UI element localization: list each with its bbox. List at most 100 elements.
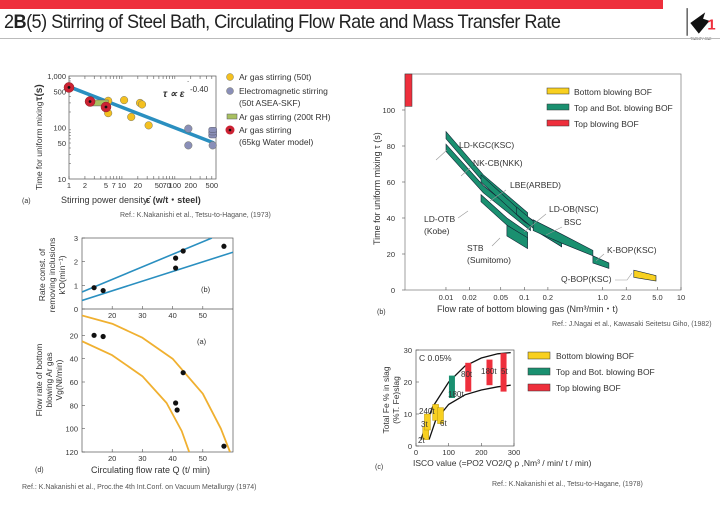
chart-b-leader-line (615, 272, 633, 281)
chart-b-band-stb-sumitomo- (506, 224, 528, 250)
chart-c-bar-label: 180t (481, 367, 497, 376)
chart-c-bar-label: 3t (421, 420, 428, 429)
chart-d-top-ytick-label: 3 (74, 234, 78, 243)
chart-a-point-em (184, 124, 193, 133)
chart-b-band-label: Q-BOP(KSC) (561, 274, 612, 284)
chart-d-top-point (221, 243, 227, 249)
chart-b-band-nk-cb-nkk- (445, 143, 531, 232)
legend-a-label: Ar gas stirring (239, 125, 292, 135)
chart-c-ylabel: (%T. Fe)slag (391, 376, 401, 424)
chart-c-xtick-label: 100 (442, 448, 455, 457)
chart-b-ytick-label: 100 (382, 106, 395, 115)
chart-c-bar-label: 2t (418, 436, 425, 445)
chart-a-xtick-label: 100 (169, 181, 182, 190)
chart-d-bot-point (174, 407, 180, 413)
chart-d-frame (81, 237, 234, 453)
chart-d-bot-point (100, 333, 106, 340)
reference-d: Ref.: K.Nakanishi et al., Proc.the 4th I… (22, 484, 257, 491)
page-title: 2B(5) Stirring of Steel Bath, Circulatin… (4, 11, 561, 34)
chart-c-panel-label: (c) (375, 464, 383, 471)
chart-a-xtick-label: 1 (67, 181, 71, 190)
chart-c-bar-label: 240t (419, 407, 435, 416)
reference-c: Ref.: K.Nakanishi et al., Tetsu-to-Hagan… (492, 481, 643, 488)
chart-d-top-point (180, 248, 186, 254)
chart-c-bar-top (486, 359, 493, 386)
chart-d-bot-curve (82, 314, 231, 452)
chart-b-band-label: (Sumitomo) (467, 255, 511, 265)
chart-d-bot-xtick-label: 30 (138, 454, 146, 463)
legend-c-label: Top blowing BOF (556, 383, 621, 393)
chart-d-top-point (91, 285, 97, 291)
legend-c-swatch (527, 383, 551, 392)
chart-a-ytick-label: 100 (53, 124, 66, 133)
chart-a-point-em (184, 141, 193, 150)
chart-b-leader-line (457, 210, 469, 219)
chart-b-leader-line (491, 237, 501, 247)
chart-b-band-label: LD-KGC(KSC) (459, 140, 514, 150)
chart-a-ytick-label: 10 (58, 175, 66, 184)
chart-a-xtick-label: 5 (104, 181, 108, 190)
legend-b-label: Top and Bot. blowing BOF (574, 103, 673, 113)
header-accent-bar (0, 0, 663, 9)
legend-a-label: Electromagnetic stirring (239, 86, 328, 96)
chart-d-mid-xtick-label: 30 (138, 311, 146, 320)
chart-d-top-point (100, 287, 106, 294)
chart-b-band-label: LD-OTB (424, 214, 456, 224)
chart-d-bot-ytick-label: 40 (70, 355, 78, 364)
chart-c-xtick-label: 200 (475, 448, 488, 457)
chart-d-bot-point (173, 400, 179, 406)
chart-c-bar-combined (448, 375, 455, 398)
chart-a-xtick-label: 200 (184, 181, 197, 190)
title-section: B (13, 11, 27, 33)
chart-a-point-ar50t (144, 121, 153, 130)
chart-b-band-label: STB (467, 243, 484, 253)
chart-b-xtick-label: 0.05 (493, 293, 508, 302)
chart-d-bot-ylabel: Vg(Nℓ/min) (54, 359, 64, 400)
chart-d-figure-label: (d) (35, 467, 44, 474)
chart-b-xtick-label: 0.2 (543, 293, 553, 302)
legend-b-swatch (546, 87, 570, 95)
chart-b-leader-line (435, 149, 448, 161)
legend-a-label: Ar gas stirring (200t RH) (239, 112, 331, 122)
chart-d-top-point (173, 255, 179, 261)
chart-d-xlabel: Circulating flow rate Q (t/ min) (91, 465, 210, 475)
chart-d-bot-xtick-label: 40 (168, 454, 176, 463)
chart-c-bar-top (500, 353, 507, 392)
chart-d-bot-xtick-label: 50 (199, 454, 207, 463)
chart-b-leader-line (595, 253, 605, 262)
legend-a-marker-center (228, 128, 232, 132)
chart-d-top-ytick-label: 1 (74, 281, 78, 290)
legend-c-swatch (527, 367, 551, 376)
chart-c-ytick-label: 0 (408, 442, 412, 451)
chart-d-bot-ytick-label: 120 (65, 448, 78, 457)
chart-a-panel-label: (a) (22, 198, 31, 205)
chart-b-xtick-label: 2.0 (621, 293, 631, 302)
chart-d-bot-point (180, 370, 186, 376)
chart-c-ytick-label: 10 (404, 410, 412, 419)
legend-b-swatch (546, 119, 570, 127)
chart-b-ytick-label: 0 (391, 286, 395, 295)
title-text: Stirring of Steel Bath, Circulating Flow… (51, 11, 561, 33)
chart-c-bar-label: 80t (461, 370, 473, 379)
chart-a-xtick-label: 50 (155, 181, 163, 190)
chart-d-top-fit-line (82, 238, 213, 293)
chart-c-bar-top (465, 362, 472, 392)
chart-b-band-k-bop-ksc- (592, 255, 610, 269)
reference-a: Ref.: K.Nakanishi et al., Tetsu-to-Hagan… (120, 212, 271, 219)
chart-b-band-top-blowing (404, 73, 413, 107)
reference-b: Ref.: J.Nagai et al., Kawasaki Seitetsu … (552, 321, 712, 328)
chart-c-ylabel: Total Fe % in slag (381, 366, 391, 433)
chart-a-fit-line (68, 85, 215, 145)
chart-a-xtick-label: 20 (134, 181, 142, 190)
chart-d-mid-xtick-label: 20 (108, 311, 116, 320)
chart-b-xlabel: Flow rate of bottom blowing gas (Nm³/min… (437, 304, 618, 314)
chart-b-leader-line (545, 226, 563, 236)
chart-c-frame (415, 349, 515, 447)
chart-a-ytick-label: 500 (53, 88, 66, 97)
chart-d-mid-xtick-label: 50 (199, 311, 207, 320)
chart-c-xlabel: ISCO value (=PO2 VO2/Q ρ ,Nm³ / min/ t /… (413, 458, 592, 468)
chart-a-xtick-label: 500 (206, 181, 219, 190)
logo-text: TWENTY ONE (690, 37, 711, 41)
chart-a-point-em (208, 127, 217, 133)
